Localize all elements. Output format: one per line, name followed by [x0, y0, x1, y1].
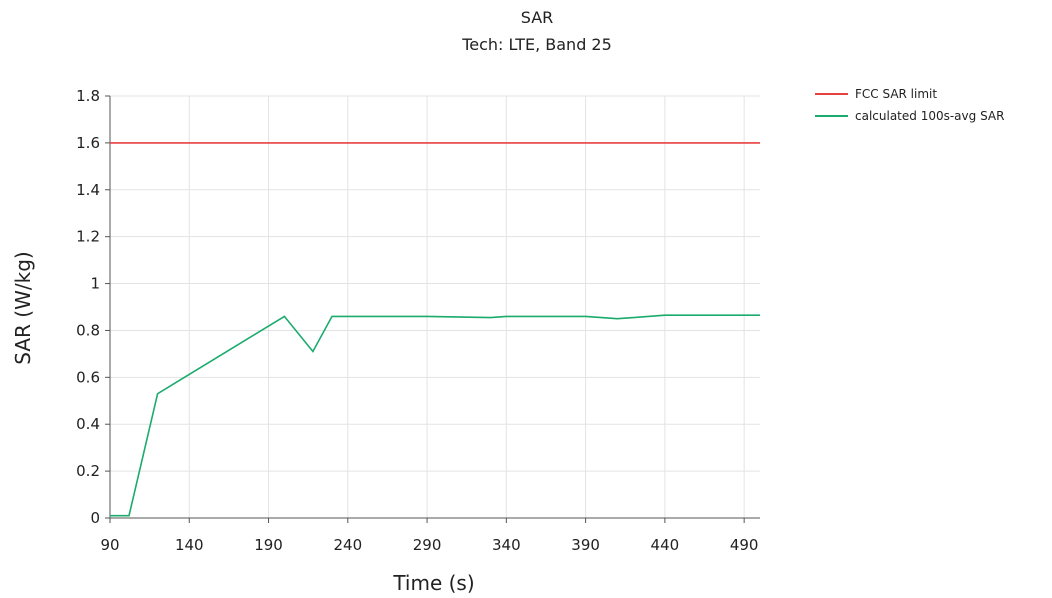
y-tick-label: 1.4: [76, 181, 100, 199]
x-tick-label: 240: [333, 536, 362, 554]
legend: FCC SAR limit calculated 100s-avg SAR: [815, 87, 1004, 123]
x-tick-label: 390: [571, 536, 600, 554]
y-tick-label: 0.6: [76, 368, 100, 386]
y-tick-label: 1.2: [76, 228, 100, 246]
y-tick-label: 0: [90, 509, 100, 527]
legend-label-1: calculated 100s-avg SAR: [855, 109, 1004, 123]
y-tick-label: 1.6: [76, 134, 100, 152]
legend-label-0: FCC SAR limit: [855, 87, 937, 101]
y-tick-label: 0.4: [76, 415, 100, 433]
chart-title: SAR: [521, 8, 554, 27]
x-axis-label: Time (s): [392, 571, 474, 595]
x-tick-label: 190: [254, 536, 283, 554]
x-tick-label: 90: [100, 536, 119, 554]
x-tick-label: 140: [175, 536, 204, 554]
y-tick-label: 1: [90, 275, 100, 293]
chart-subtitle: Tech: LTE, Band 25: [461, 35, 612, 54]
x-tick-label: 290: [413, 536, 442, 554]
series-line-1: [110, 314, 760, 517]
axes: 90 140 190 240 290 340 390 440 490 0 0.2 0.4 0.6 0.8 1…: [76, 87, 760, 554]
grid: [109, 95, 760, 519]
y-tick-label: 1.8: [76, 87, 100, 105]
y-tick-label: 0.2: [76, 462, 100, 480]
x-tick-label: 340: [492, 536, 521, 554]
series-lines: [110, 142, 760, 517]
x-tick-label: 440: [651, 536, 680, 554]
y-tick-label: 0.8: [76, 321, 100, 339]
x-tick-label: 490: [730, 536, 759, 554]
y-axis-label: SAR (W/kg): [11, 251, 35, 364]
